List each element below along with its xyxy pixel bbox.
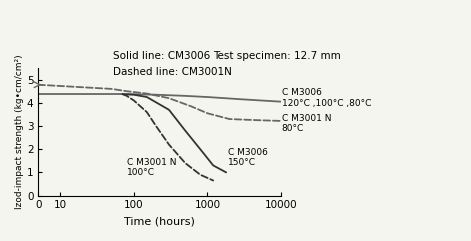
Text: C M3006
120°C ,100°C ,80°C: C M3006 120°C ,100°C ,80°C [282, 88, 371, 108]
Text: Test specimen: 12.7 mm: Test specimen: 12.7 mm [213, 52, 341, 61]
Text: C M3001 N
100°C: C M3001 N 100°C [127, 158, 176, 177]
Text: C M3001 N
80°C: C M3001 N 80°C [282, 114, 331, 134]
Text: Dashed line: CM3001N: Dashed line: CM3001N [114, 67, 232, 77]
X-axis label: Time (hours): Time (hours) [124, 216, 195, 226]
Text: Solid line: CM3006: Solid line: CM3006 [114, 52, 211, 61]
Text: C M3006
150°C: C M3006 150°C [228, 148, 268, 167]
Y-axis label: Izod-impact strength (kg•cm/cm²): Izod-impact strength (kg•cm/cm²) [15, 54, 24, 209]
